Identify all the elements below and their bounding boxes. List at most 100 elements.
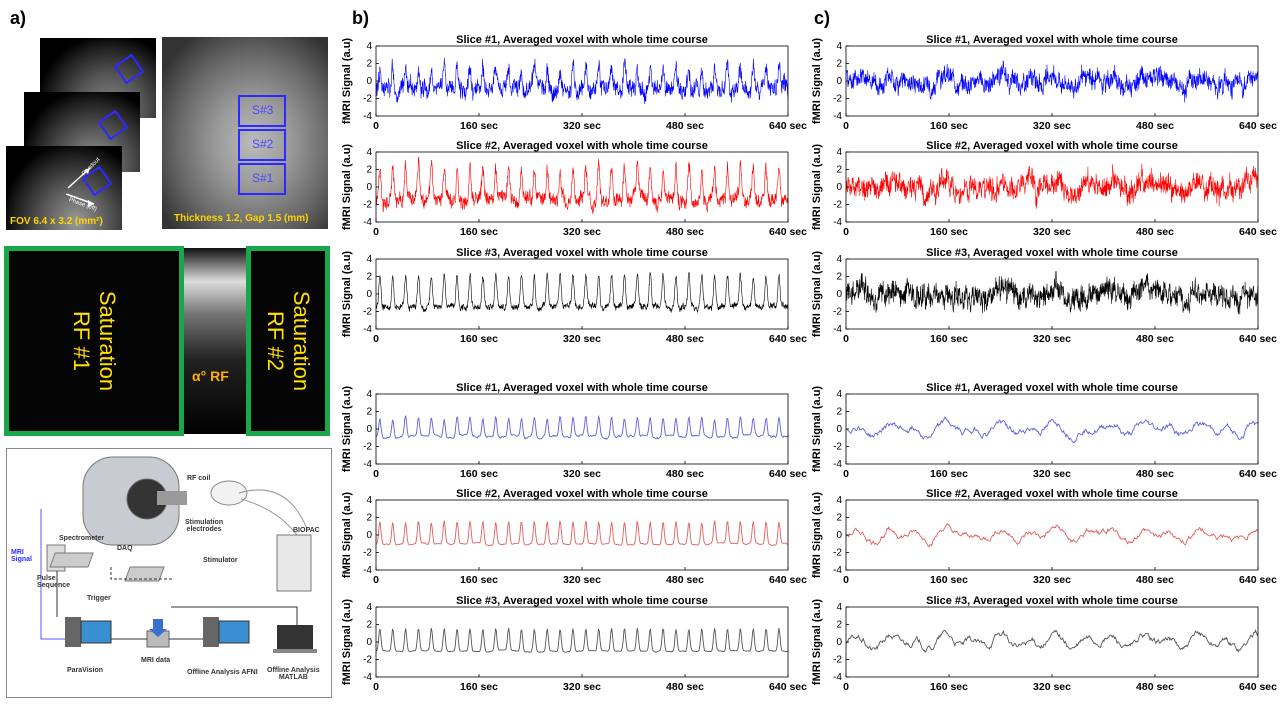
x-tick-label: 320 sec <box>563 333 601 345</box>
y-tick-label: -4 <box>363 111 372 122</box>
y-tick-label: 4 <box>836 602 842 613</box>
x-tick-label: 320 sec <box>1033 574 1071 586</box>
x-tick-label: 0 <box>373 468 379 480</box>
slice-label-s2: S#2 <box>252 137 274 151</box>
trigger-label: Trigger <box>87 595 111 602</box>
y-tick-label: 0 <box>366 424 372 435</box>
series-line <box>845 416 1259 444</box>
series-line <box>375 156 789 215</box>
y-tick-label: -2 <box>363 442 372 453</box>
y-tick-label: 0 <box>836 289 842 300</box>
y-axis-label: fMRI Signal (a.u) <box>341 599 353 686</box>
slice-box-s1 <box>238 163 286 195</box>
y-tick-label: -2 <box>363 548 372 559</box>
setup-graphics <box>40 456 317 653</box>
y-tick-label: -4 <box>833 459 842 470</box>
series-line <box>845 270 1259 315</box>
biopac-label: BIOPAC <box>293 527 320 534</box>
chart-title: Slice #1, Averaged voxel with whole time… <box>926 382 1178 394</box>
y-axis-label: fMRI Signal (a.u) <box>341 144 353 231</box>
y-tick-label: 4 <box>366 495 372 506</box>
slice-thickness-image: S#3 S#2 S#1 Thickness 1.2, Gap 1.5 (mm) <box>162 37 328 229</box>
chart-b2: Slice #2, Averaged voxel with whole time… <box>340 140 832 243</box>
slice-label-s3: S#3 <box>252 103 274 117</box>
x-tick-label: 0 <box>373 333 379 345</box>
chart-title: Slice #2, Averaged voxel with whole time… <box>926 488 1178 500</box>
x-tick-label: 640 sec <box>769 333 807 345</box>
y-tick-label: 4 <box>836 254 842 265</box>
experimental-setup-diagram: RF coil Stimulation electrodes Spectromet… <box>6 448 332 698</box>
x-tick-label: 320 sec <box>563 120 601 132</box>
x-tick-label: 320 sec <box>1033 226 1071 238</box>
direction-arrows <box>65 167 95 207</box>
x-tick-label: 320 sec <box>1033 120 1071 132</box>
y-tick-label: 0 <box>836 424 842 435</box>
series-line <box>845 629 1259 653</box>
offline-matlab-label: Offline Analysis MATLAB <box>267 667 320 681</box>
x-tick-label: 640 sec <box>769 226 807 238</box>
x-tick-label: 160 sec <box>460 681 498 693</box>
chart-title: Slice #1, Averaged voxel with whole time… <box>926 34 1178 46</box>
rf-coil-label: RF coil <box>187 475 211 482</box>
x-tick-label: 0 <box>843 574 849 586</box>
y-tick-label: 2 <box>836 513 842 524</box>
x-tick-label: 0 <box>843 226 849 238</box>
x-tick-label: 640 sec <box>1239 681 1277 693</box>
y-axis-label: fMRI Signal (a.u) <box>811 38 823 125</box>
y-tick-label: 2 <box>366 620 372 631</box>
y-axis-label: fMRI Signal (a.u) <box>811 492 823 579</box>
chart-b5-svg: Slice #2, Averaged voxel with whole time… <box>341 488 807 586</box>
y-tick-label: 2 <box>836 59 842 70</box>
x-tick-label: 160 sec <box>930 120 968 132</box>
x-tick-label: 640 sec <box>1239 468 1277 480</box>
y-tick-label: -4 <box>363 672 372 683</box>
mri-signal-label: MRI Signal <box>11 549 33 563</box>
y-axis-label: fMRI Signal (a.u) <box>341 492 353 579</box>
daq-label: DAQ <box>117 545 133 552</box>
panel-letter-c: c) <box>814 8 831 28</box>
x-tick-label: 640 sec <box>1239 120 1277 132</box>
chart-b1: Slice #1, Averaged voxel with whole time… <box>340 34 832 137</box>
x-tick-label: 480 sec <box>1136 468 1174 480</box>
x-tick-label: 0 <box>843 333 849 345</box>
chart-c6-svg: Slice #3, Averaged voxel with whole time… <box>811 595 1277 693</box>
x-tick-label: 480 sec <box>1136 681 1174 693</box>
chart-c4: Slice #1, Averaged voxel with whole time… <box>810 382 1280 485</box>
chart-b6-svg: Slice #3, Averaged voxel with whole time… <box>341 595 807 693</box>
chart-title: Slice #1, Averaged voxel with whole time… <box>456 34 708 46</box>
y-tick-label: 2 <box>836 407 842 418</box>
y-tick-label: 0 <box>366 637 372 648</box>
x-tick-label: 160 sec <box>460 120 498 132</box>
y-tick-label: -4 <box>833 565 842 576</box>
series-line <box>845 163 1259 209</box>
y-axis-label: fMRI Signal (a.u) <box>341 386 353 473</box>
y-tick-label: 4 <box>366 602 372 613</box>
panel-letter-b: b) <box>352 8 369 28</box>
saturation-rf-2-panel: Saturation RF #2 <box>246 246 330 436</box>
x-tick-label: 160 sec <box>460 226 498 238</box>
x-tick-label: 0 <box>373 120 379 132</box>
y-tick-label: 2 <box>836 272 842 283</box>
mri-data-label: MRI data <box>141 657 171 664</box>
x-tick-label: 480 sec <box>666 681 704 693</box>
y-axis-label: fMRI Signal (a.u) <box>811 251 823 338</box>
y-axis-label: fMRI Signal (a.u) <box>811 386 823 473</box>
x-tick-label: 160 sec <box>930 468 968 480</box>
chart-title: Slice #1, Averaged voxel with whole time… <box>456 382 708 394</box>
y-tick-label: 4 <box>366 389 372 400</box>
y-tick-label: 2 <box>366 59 372 70</box>
x-tick-label: 0 <box>373 681 379 693</box>
chart-b3: Slice #3, Averaged voxel with whole time… <box>340 247 832 350</box>
fov-label: FOV 6.4 x 3.2 (mm²) <box>10 216 103 227</box>
x-tick-label: 160 sec <box>930 226 968 238</box>
x-tick-label: 640 sec <box>769 468 807 480</box>
y-tick-label: 4 <box>366 254 372 265</box>
chart-b4-svg: Slice #1, Averaged voxel with whole time… <box>341 382 807 480</box>
plot-frame <box>845 606 1259 678</box>
chart-c5: Slice #2, Averaged voxel with whole time… <box>810 488 1280 591</box>
x-tick-label: 160 sec <box>930 574 968 586</box>
x-tick-label: 640 sec <box>769 681 807 693</box>
x-tick-label: 320 sec <box>563 226 601 238</box>
x-tick-label: 0 <box>843 468 849 480</box>
x-tick-label: 480 sec <box>666 333 704 345</box>
